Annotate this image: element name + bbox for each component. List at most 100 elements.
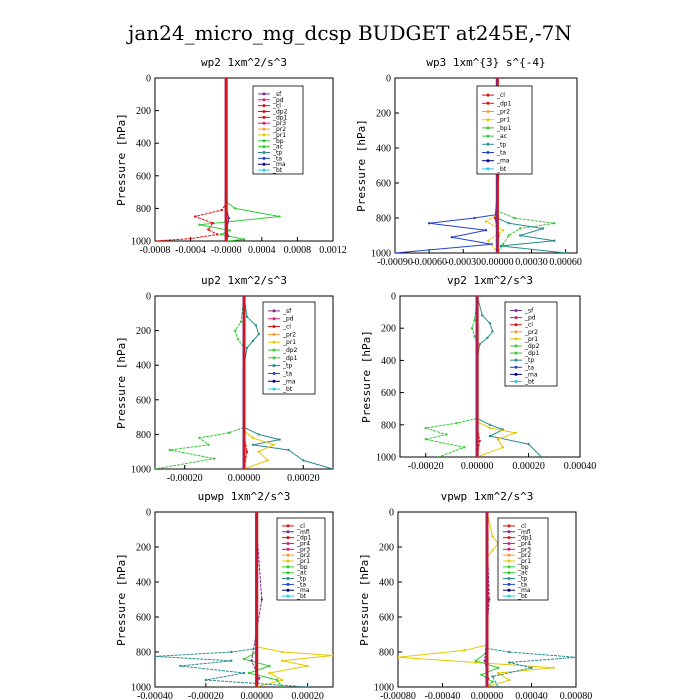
legend-label: _pr1: [282, 339, 296, 346]
series-point: [306, 685, 309, 687]
series-point: [491, 330, 494, 333]
y-tick-label: 400: [136, 361, 151, 372]
legend: _cl_dp1 _pr2_pr1_bp1_ac_tp _ta_ma_bt: [476, 85, 533, 175]
series-point: [541, 227, 545, 230]
legend-marker: [514, 358, 518, 362]
series-point: [518, 234, 522, 237]
legend-label: _dp1: [496, 100, 512, 107]
legend-marker: [272, 332, 276, 336]
series-point: [257, 450, 261, 453]
legend-marker: [262, 104, 266, 108]
legend-marker: [286, 536, 290, 540]
series-point: [168, 448, 172, 452]
legend-marker: [514, 344, 518, 348]
series-point: [280, 659, 284, 662]
series-point: [455, 421, 458, 425]
legend-label: _dp2: [524, 343, 540, 350]
legend-label: _cl: [524, 322, 533, 329]
legend-marker: [286, 577, 290, 581]
y-tick-label: 1000: [131, 465, 151, 476]
series-point: [496, 666, 500, 669]
panel-6: vpwp 1xm^2/s^3 Pressure [hPa] 0 200 400 600 80…: [358, 490, 592, 700]
y-tick-label: 0: [146, 508, 151, 519]
series-point: [268, 671, 271, 675]
legend-marker: [514, 372, 518, 376]
y-tick-label: 800: [136, 430, 151, 441]
y-tick-label: 200: [379, 543, 394, 554]
series-point: [278, 215, 281, 218]
series-point: [488, 434, 492, 438]
legend-label: _dp2: [282, 347, 298, 354]
series-point: [530, 666, 533, 669]
legend-marker: [262, 162, 266, 166]
series-point: [242, 657, 246, 661]
series-point: [501, 446, 505, 449]
y-axis-label: Pressure [hPa]: [355, 119, 368, 212]
series-point: [488, 598, 491, 601]
legend-label: _pr4: [517, 540, 531, 547]
series-point: [204, 678, 208, 682]
series-point: [424, 426, 427, 430]
series-line: [395, 78, 498, 253]
legend-marker: [507, 541, 511, 545]
legend-marker: [507, 588, 511, 592]
legend-marker: [262, 127, 266, 131]
legend-label: _pr1: [496, 117, 510, 124]
legend-label: _mfl: [296, 529, 310, 536]
legend-label: _bt: [496, 166, 507, 173]
legend-marker: [286, 559, 290, 563]
legend-marker: [514, 365, 518, 369]
series-point: [553, 222, 556, 225]
series-point: [395, 251, 397, 253]
legend-marker: [514, 379, 518, 383]
legend-label: _dp1: [517, 535, 533, 542]
legend-label: _ac: [296, 570, 307, 577]
series-point: [499, 244, 502, 248]
series-group: [398, 512, 576, 687]
legend-marker: [507, 565, 511, 569]
series-point: [427, 222, 431, 225]
y-tick-label: 800: [379, 648, 394, 659]
legend-marker: [507, 524, 511, 528]
y-tick-label: 200: [136, 543, 151, 554]
legend-box: [262, 301, 316, 395]
axis-box: [394, 77, 578, 254]
legend-label: _ta: [296, 581, 306, 588]
series-point: [473, 335, 476, 338]
series-point: [481, 314, 484, 317]
x-tick-label: 0.00000: [240, 691, 273, 700]
legend: _sf_pd_cl_dp2_dp1_pr3_pr2_pr1_bp_ac_tp_t…: [252, 85, 304, 175]
series-point: [242, 671, 246, 675]
series-point: [266, 459, 269, 462]
legend-marker: [486, 151, 490, 154]
series-point: [268, 664, 271, 668]
legend-marker: [272, 309, 276, 313]
series-point: [488, 322, 492, 325]
series-point: [207, 228, 210, 231]
legend-label: _ac: [272, 144, 283, 151]
legend-marker: [286, 594, 290, 598]
y-tick-label: 800: [136, 204, 151, 215]
series-point: [239, 320, 243, 324]
series-point: [463, 446, 466, 449]
series-point: [280, 650, 284, 654]
series-line: [155, 78, 227, 241]
y-tick-label: 1000: [131, 683, 151, 694]
series-point: [488, 426, 492, 430]
series-point: [437, 455, 440, 457]
x-tick-label: -0.00020: [188, 691, 224, 700]
legend-label: _bt: [282, 386, 293, 393]
series-point: [508, 661, 511, 664]
series-point: [496, 685, 500, 687]
panel-title: up2 1xm^2/s^3: [201, 274, 287, 287]
legend-marker: [262, 139, 266, 143]
legend-label: _tp: [296, 576, 306, 583]
panel-title: wp3 1xm^{3} s^{-4}: [426, 56, 545, 69]
legend-label: _bp: [272, 138, 284, 145]
y-axis-label: Pressure [hPa]: [358, 553, 371, 646]
y-tick-label: 0: [389, 508, 394, 519]
x-tick-label: -0.00020: [408, 461, 444, 472]
legend-marker: [286, 524, 290, 528]
series-point: [491, 549, 494, 552]
